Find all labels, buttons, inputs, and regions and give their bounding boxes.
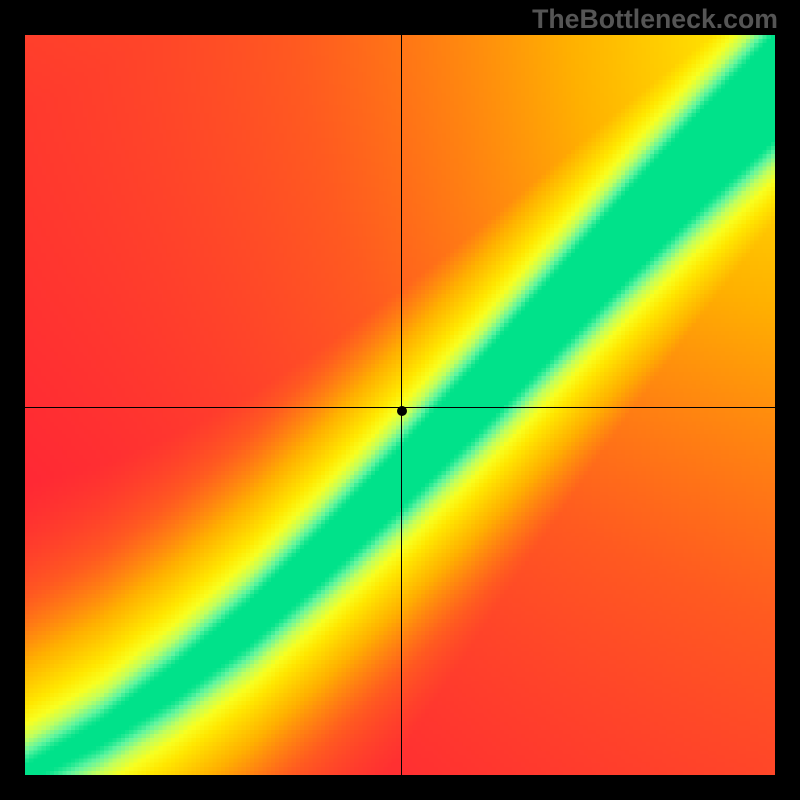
- watermark-text: TheBottleneck.com: [532, 4, 778, 35]
- heatmap-canvas: [25, 35, 775, 775]
- chart-container: TheBottleneck.com: [0, 0, 800, 800]
